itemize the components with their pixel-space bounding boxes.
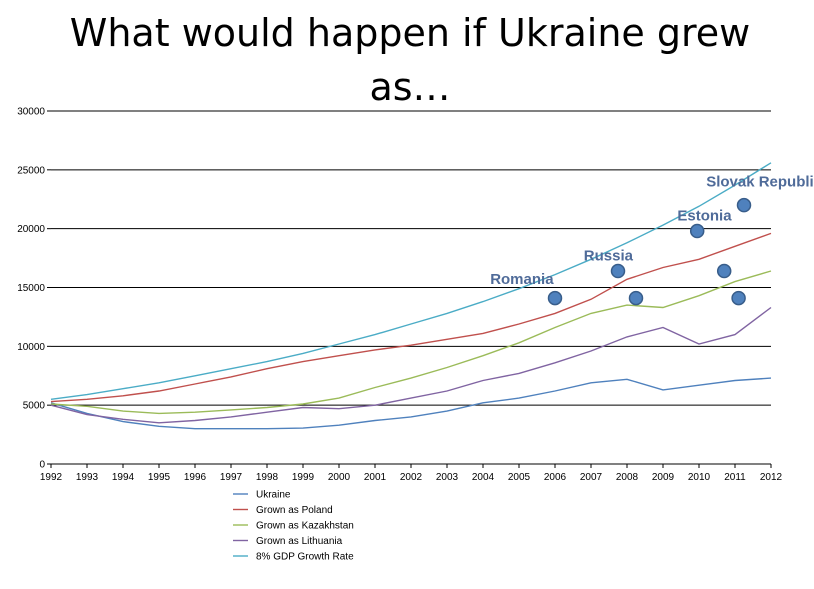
y-tick-label: 10000 — [17, 342, 45, 353]
legend-label: Ukraine — [256, 490, 291, 501]
country-point — [716, 263, 732, 279]
series-lines — [50, 162, 772, 430]
x-tick-label: 1993 — [76, 472, 99, 483]
x-tick-label: 2012 — [760, 472, 783, 483]
series-line-1 — [50, 232, 772, 403]
legend-label: Grown as Poland — [256, 505, 333, 516]
series-line-3 — [50, 306, 772, 424]
x-tick-label: 2007 — [580, 472, 603, 483]
y-tick-label: 20000 — [17, 224, 45, 235]
annotation-label: Estonia — [677, 207, 732, 224]
x-tick-label: 2011 — [724, 472, 746, 483]
annotations: Romania Russia Estonia Slovak Republic — [490, 173, 814, 288]
x-tick-label: 2010 — [688, 472, 711, 483]
annotation-label: Romania — [490, 271, 554, 288]
x-tick-label: 1998 — [256, 472, 279, 483]
annotation-label: Russia — [584, 247, 634, 264]
x-tick-label: 2009 — [652, 472, 675, 483]
series-line-0 — [50, 377, 772, 430]
y-tick-label: 25000 — [17, 165, 45, 176]
legend-label: 8% GDP Growth Rate — [256, 552, 354, 563]
x-tick-label: 1995 — [148, 472, 171, 483]
country-point — [610, 263, 626, 279]
series-line-4 — [50, 162, 772, 400]
annotation-label: Slovak Republic — [706, 173, 814, 190]
x-tick-label: 1997 — [220, 472, 243, 483]
x-tick-label: 2004 — [472, 472, 495, 483]
y-tick-label: 15000 — [17, 283, 45, 294]
legend-label: Grown as Kazakhstan — [256, 521, 354, 532]
x-tick-label: 2006 — [544, 472, 567, 483]
chart-title: What would happen if Ukraine grew as… — [69, 11, 751, 109]
x-tick-label: 1992 — [40, 472, 63, 483]
x-tick-label: 1996 — [184, 472, 207, 483]
country-point — [689, 223, 705, 239]
legend-label: Grown as Lithuania — [256, 536, 343, 547]
legend: Ukraine Grown as Poland Grown as Kazakhsta… — [233, 490, 354, 563]
x-tick-label: 2002 — [400, 472, 423, 483]
x-tick-label: 2001 — [364, 472, 387, 483]
y-tick-label: 5000 — [23, 401, 46, 412]
gridlines — [47, 110, 772, 468]
y-tick-labels: 0 5000 10000 15000 20000 25000 30000 — [17, 107, 45, 471]
country-point — [731, 290, 746, 306]
x-tick-labels: 1992 1993 1994 1995 1996 1997 1998 1999 2000 2001… — [40, 472, 783, 483]
x-tick-label: 2008 — [616, 472, 639, 483]
country-points — [547, 197, 752, 306]
series-line-2 — [50, 270, 772, 415]
x-tick-label: 2000 — [328, 472, 351, 483]
x-tick-label: 1999 — [292, 472, 315, 483]
x-tick-label: 2003 — [436, 472, 459, 483]
x-tick-label: 2005 — [508, 472, 531, 483]
country-point — [628, 290, 644, 306]
country-point — [547, 290, 563, 306]
x-tick-label: 1994 — [112, 472, 135, 483]
y-tick-label: 30000 — [17, 107, 45, 118]
y-tick-label: 0 — [39, 460, 45, 471]
country-point — [736, 197, 752, 213]
